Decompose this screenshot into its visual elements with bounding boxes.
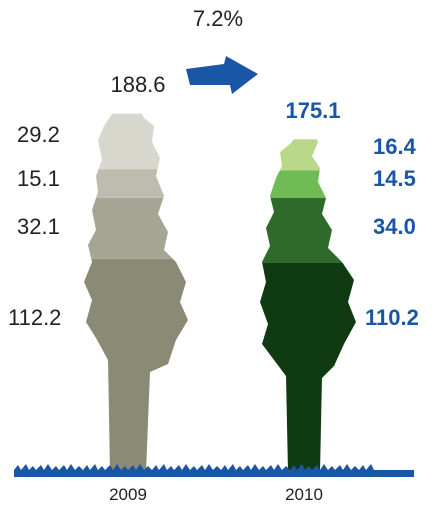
segment-2009-2 — [84, 169, 188, 198]
segment-2010-1 — [260, 198, 356, 263]
tree-2010 — [260, 139, 356, 472]
segment-label-2009-base: 112.2 — [8, 305, 61, 330]
segment-label-2010-middle: 34.0 — [373, 214, 416, 239]
year-label-2009: 2009 — [109, 485, 147, 504]
segment-label-2009-top: 29.2 — [17, 122, 60, 147]
segment-label-2009-upper: 15.1 — [17, 166, 60, 191]
segment-label-2010-top: 16.4 — [373, 134, 417, 159]
segment-2009-3 — [84, 113, 188, 170]
segment-label-2010-upper: 14.5 — [373, 166, 416, 191]
tree-2009 — [84, 113, 188, 472]
segment-2010-2 — [260, 170, 356, 199]
total-label-2009: 188.6 — [110, 72, 165, 97]
segment-label-2010-base: 110.2 — [365, 305, 419, 330]
increase-arrow-icon — [186, 56, 258, 94]
segment-2010-0 — [260, 262, 356, 472]
segment-2009-1 — [84, 197, 188, 259]
total-label-2010: 175.1 — [285, 98, 340, 123]
segment-2009-0 — [84, 258, 188, 472]
segment-2010-3 — [260, 139, 356, 171]
change-label: 7.2% — [193, 6, 243, 31]
segment-label-2009-middle: 32.1 — [17, 214, 60, 239]
ground-strip — [14, 464, 414, 477]
year-label-2010: 2010 — [285, 485, 323, 504]
